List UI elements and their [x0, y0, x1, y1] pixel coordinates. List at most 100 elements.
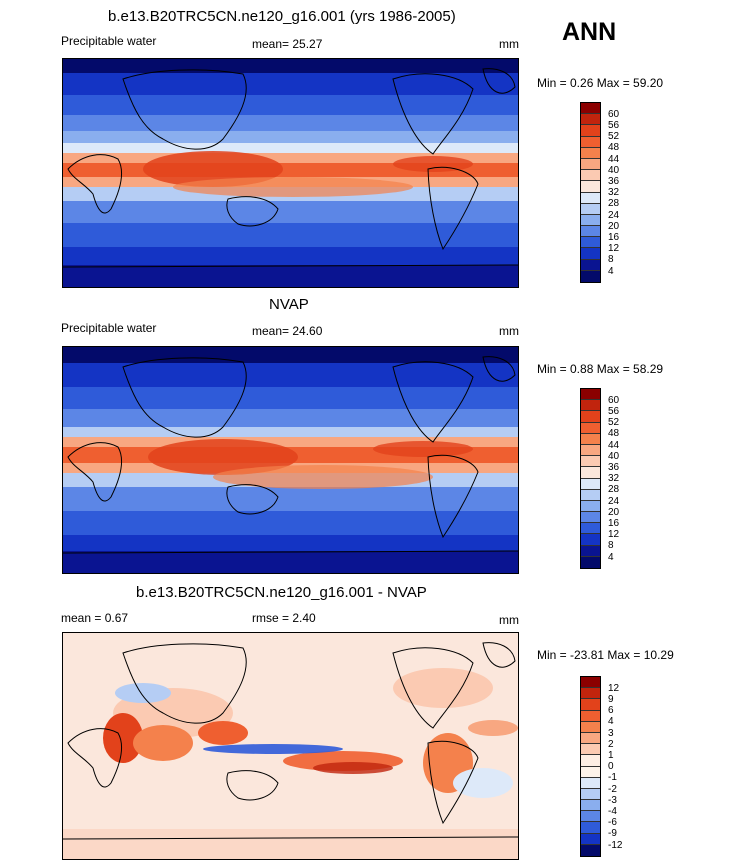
- panel2-colorbar-swatch: [581, 444, 600, 457]
- panel2-colorbar-tick: 12: [608, 529, 620, 540]
- panel3-colorbar-tick: 3: [608, 728, 614, 739]
- panel2-colorbar-tick: 44: [608, 440, 620, 451]
- panel2-colorbar-tick: 8: [608, 540, 614, 551]
- panel2-colorbar-swatch: [581, 422, 600, 434]
- panel1-colorbar-tick: 36: [608, 176, 620, 187]
- panel3-colorbar-swatch: [581, 844, 600, 856]
- panel3-colorbar-swatch: [581, 755, 600, 767]
- panel3-colorbar-swatch: [581, 710, 600, 722]
- panel2-colorbar-tick: 32: [608, 473, 620, 484]
- panel1-colorbar-swatch: [581, 259, 600, 271]
- panel1-colorbar-swatch: [581, 136, 600, 148]
- panel1-colorbar-tick: 16: [608, 232, 620, 243]
- panel2-colorbar-tick: 52: [608, 417, 620, 428]
- panel2-colorbar-tick: 16: [608, 518, 620, 529]
- panel2-colorbar-swatch: [581, 456, 600, 468]
- panel3-colorbar-tick: 6: [608, 705, 614, 716]
- panel1-colorbar-swatch: [581, 181, 600, 193]
- panel1-title: b.e13.B20TRC5CN.ne120_g16.001 (yrs 1986-…: [108, 8, 456, 25]
- panel1-colorbar: [580, 102, 601, 283]
- panel3-colorbar: [580, 676, 601, 857]
- panel2-colorbar-swatch: [581, 489, 600, 501]
- panel3-colorbar-swatch: [581, 822, 600, 834]
- panel2-colorbar-swatch: [581, 478, 600, 490]
- panel2-colorbar-swatch: [581, 534, 600, 546]
- panel3-colorbar-tick: -3: [608, 795, 617, 806]
- panel1-colorbar-swatch: [581, 170, 600, 182]
- panel2-mean-label: mean= 24.60: [252, 324, 323, 338]
- panel1-colorbar-tick: 60: [608, 109, 620, 120]
- panel2-colorbar-tick: 36: [608, 462, 620, 473]
- panel1-colorbar-swatch: [581, 147, 600, 159]
- panel1-map: [62, 58, 519, 288]
- panel2-title: NVAP: [269, 296, 309, 313]
- panel2-map-field: [63, 347, 518, 573]
- panel3-units: mm: [499, 613, 519, 627]
- panel2-colorbar-swatch: [581, 500, 600, 513]
- panel2-colorbar-swatch: [581, 523, 600, 535]
- panel1-colorbar-tick: 32: [608, 187, 620, 198]
- panel1-colorbar-tick: 8: [608, 254, 614, 265]
- panel1-colorbar-swatch: [581, 203, 600, 215]
- panel3-colorbar-tick: 1: [608, 750, 614, 761]
- panel3-colorbar-swatch: [581, 721, 600, 733]
- panel2-colorbar: [580, 388, 601, 569]
- panel1-units: mm: [499, 37, 519, 51]
- panel3-colorbar-swatch: [581, 811, 600, 823]
- season-label: ANN: [562, 18, 617, 46]
- panel1-mean-label: mean= 25.27: [252, 37, 323, 51]
- panel1-colorbar-swatch: [581, 158, 600, 171]
- panel2-colorbar-swatch: [581, 433, 600, 445]
- panel3-map-field: [63, 633, 518, 859]
- panel3-colorbar-tick: -4: [608, 806, 617, 817]
- panel3-colorbar-swatch: [581, 833, 600, 845]
- panel2-colorbar-swatch: [581, 545, 600, 557]
- panel2-colorbar-swatch: [581, 556, 600, 568]
- panel3-colorbar-swatch: [581, 699, 600, 711]
- panel1-colorbar-swatch: [581, 114, 600, 126]
- panel3-colorbar-tick: -2: [608, 784, 617, 795]
- panel2-colorbar-swatch: [581, 512, 600, 524]
- panel2-variable-label: Precipitable water: [61, 321, 157, 335]
- panel3-colorbar-swatch: [581, 744, 600, 756]
- panel3-colorbar-swatch: [581, 688, 600, 700]
- panel2-colorbar-swatch: [581, 400, 600, 412]
- panel1-colorbar-swatch: [581, 214, 600, 227]
- panel3-colorbar-swatch: [581, 777, 600, 789]
- panel2-colorbar-tick: 40: [608, 451, 620, 462]
- panel1-colorbar-tick: 20: [608, 221, 620, 232]
- panel3-minmax: Min = -23.81 Max = 10.29: [537, 648, 674, 662]
- panel3-colorbar-tick: -9: [608, 828, 617, 839]
- panel3-colorbar-tick: -12: [608, 840, 623, 851]
- panel1-colorbar-swatch: [581, 237, 600, 249]
- panel3-colorbar-swatch: [581, 788, 600, 801]
- panel1-colorbar-tick: 24: [608, 210, 620, 221]
- panel3-rmse-label: rmse = 2.40: [252, 611, 316, 625]
- panel2-colorbar-swatch: [581, 467, 600, 479]
- panel2-colorbar-tick: 20: [608, 507, 620, 518]
- panel2-map: [62, 346, 519, 574]
- panel3-colorbar-tick: 12: [608, 683, 620, 694]
- panel3-colorbar-swatch: [581, 766, 600, 778]
- panel3-colorbar-tick: -6: [608, 817, 617, 828]
- panel2-colorbar-tick: 56: [608, 406, 620, 417]
- panel1-colorbar-swatch: [581, 248, 600, 260]
- panel1-colorbar-swatch: [581, 192, 600, 204]
- panel1-colorbar-swatch: [581, 226, 600, 238]
- panel3-colorbar-swatch: [581, 732, 600, 745]
- panel2-units: mm: [499, 324, 519, 338]
- panel2-colorbar-tick: 60: [608, 395, 620, 406]
- panel1-colorbar-swatch: [581, 270, 600, 282]
- panel2-colorbar-tick: 24: [608, 496, 620, 507]
- panel1-colorbar-swatch: [581, 103, 600, 115]
- panel3-colorbar-swatch: [581, 677, 600, 689]
- panel1-colorbar-tick: 4: [608, 266, 614, 277]
- panel1-colorbar-tick: 40: [608, 165, 620, 176]
- panel1-colorbar-tick: 52: [608, 131, 620, 142]
- panel3-map: [62, 632, 519, 860]
- panel3-colorbar-tick: 9: [608, 694, 614, 705]
- panel1-colorbar-tick: 44: [608, 154, 620, 165]
- panel1-colorbar-tick: 12: [608, 243, 620, 254]
- panel1-map-field: [63, 59, 518, 287]
- panel1-colorbar-tick: 56: [608, 120, 620, 131]
